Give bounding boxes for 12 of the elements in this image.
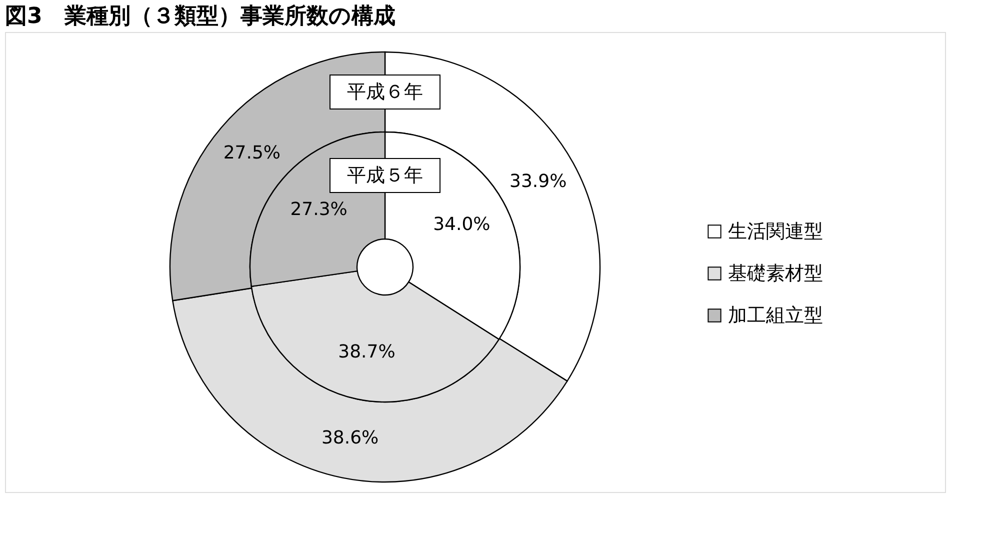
legend-label: 基礎素材型 — [728, 262, 823, 284]
data-label: 38.7% — [338, 342, 396, 363]
data-label: 33.9% — [509, 171, 567, 192]
slice-label: 平成５年 — [347, 164, 423, 186]
data-label: 27.5% — [223, 142, 281, 164]
legend-label: 生活関連型 — [728, 220, 823, 242]
slice-label: 平成６年 — [347, 81, 423, 103]
legend-label: 加工組立型 — [728, 304, 823, 326]
chart-title: 図3 業種別（３類型）事業所数の構成 — [5, 4, 396, 29]
data-label: 27.3% — [290, 198, 348, 220]
data-label: 34.0% — [433, 214, 490, 235]
data-label: 38.6% — [321, 427, 379, 448]
